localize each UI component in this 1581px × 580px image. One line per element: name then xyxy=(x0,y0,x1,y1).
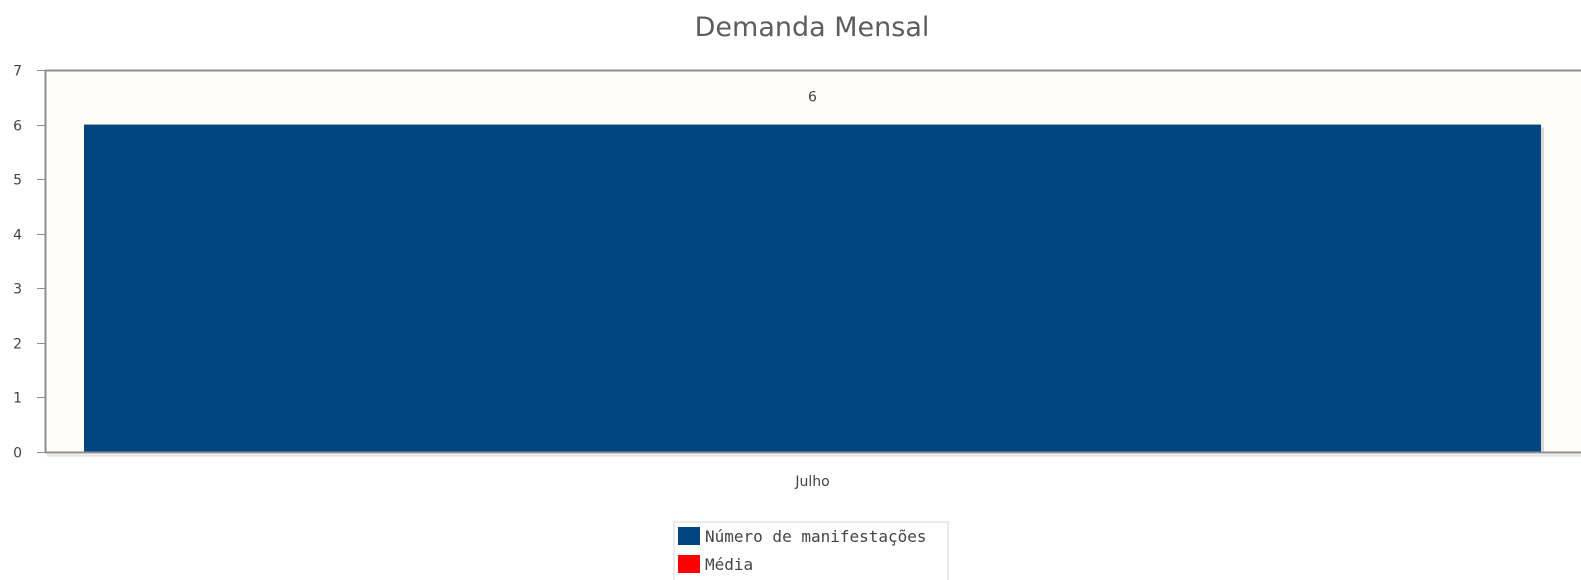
legend-swatch xyxy=(678,527,700,545)
y-tick-label: 0 xyxy=(13,446,22,462)
legend-box xyxy=(673,521,949,580)
legend-items: Número de manifestações Média xyxy=(678,527,927,574)
legend-swatch xyxy=(678,555,700,573)
data-labels: 6 xyxy=(808,90,817,106)
y-tick-label: 6 xyxy=(13,119,22,135)
y-tick-label: 4 xyxy=(13,228,22,244)
legend-label: Média xyxy=(705,555,753,574)
y-axis-ticks: 0 1 2 3 4 5 6 7 xyxy=(13,64,45,462)
chart-title: Demanda Mensal xyxy=(695,12,930,43)
x-tick-label: Julho xyxy=(794,474,829,490)
x-axis-ticks: Julho xyxy=(794,474,829,490)
y-tick-label: 7 xyxy=(13,64,22,80)
legend: Número de manifestações Média xyxy=(673,521,949,580)
y-tick-label: 1 xyxy=(13,391,22,407)
bar-series xyxy=(84,124,1544,453)
y-tick-label: 5 xyxy=(13,173,22,189)
legend-label: Número de manifestações xyxy=(705,527,927,546)
bar-julho xyxy=(84,124,1541,453)
y-tick-label: 2 xyxy=(13,337,22,353)
data-label: 6 xyxy=(808,90,817,106)
y-tick-label: 3 xyxy=(13,282,22,298)
